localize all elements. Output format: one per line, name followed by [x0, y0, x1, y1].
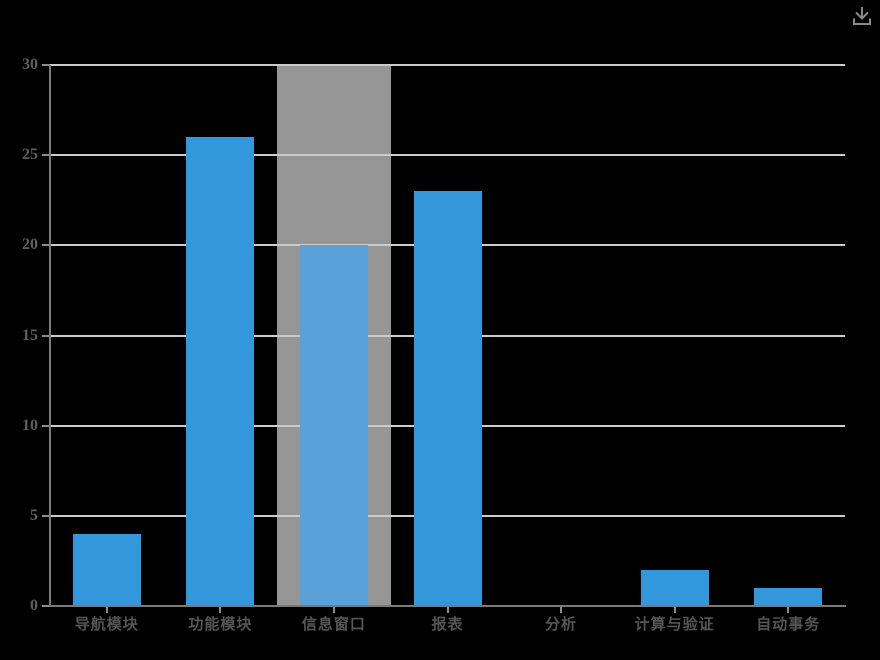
y-axis-tick-label: 25 — [22, 146, 38, 164]
x-axis-label: 计算与验证 — [634, 616, 715, 633]
gridline — [50, 154, 845, 157]
x-axis-label: 信息窗口 — [301, 616, 366, 633]
y-axis-tick-label: 10 — [22, 416, 38, 434]
gridline — [50, 64, 845, 66]
x-axis-tick — [560, 607, 563, 613]
x-axis-label: 导航模块 — [74, 616, 139, 633]
x-axis-label: 自动事务 — [756, 616, 821, 633]
y-axis-line — [49, 65, 51, 606]
bar-category-6[interactable] — [754, 588, 822, 606]
y-axis-tick — [42, 244, 50, 247]
y-axis-tick — [42, 334, 50, 337]
bar-category-1[interactable] — [186, 137, 254, 606]
y-axis-tick-label: 0 — [30, 597, 38, 614]
download-button[interactable] — [849, 4, 875, 30]
x-axis-label: 分析 — [545, 616, 578, 633]
y-axis-tick — [42, 514, 50, 517]
y-axis-tick-label: 30 — [22, 56, 38, 73]
x-axis-tick — [105, 607, 108, 613]
y-axis-tick — [42, 64, 50, 66]
y-axis-tick — [42, 605, 50, 607]
x-axis-tick — [673, 607, 676, 613]
y-axis-tick-label: 20 — [22, 236, 38, 254]
bar-category-5[interactable] — [641, 570, 709, 606]
x-axis-tick — [446, 607, 449, 613]
y-axis-tick-label: 5 — [30, 506, 38, 524]
download-icon — [853, 7, 871, 25]
y-axis-tick — [42, 424, 50, 427]
x-axis-tick — [219, 607, 222, 613]
y-axis-tick — [42, 154, 50, 157]
x-axis-tick — [332, 607, 335, 613]
bar-category-3[interactable] — [414, 191, 482, 606]
x-axis-line — [49, 605, 846, 607]
bar-category-2[interactable] — [300, 245, 368, 606]
y-axis-tick-label: 15 — [22, 326, 38, 344]
bar-category-0[interactable] — [73, 534, 141, 606]
x-axis-label: 功能模块 — [188, 616, 253, 633]
x-axis-tick — [787, 607, 790, 613]
x-axis-label: 报表 — [431, 616, 464, 633]
